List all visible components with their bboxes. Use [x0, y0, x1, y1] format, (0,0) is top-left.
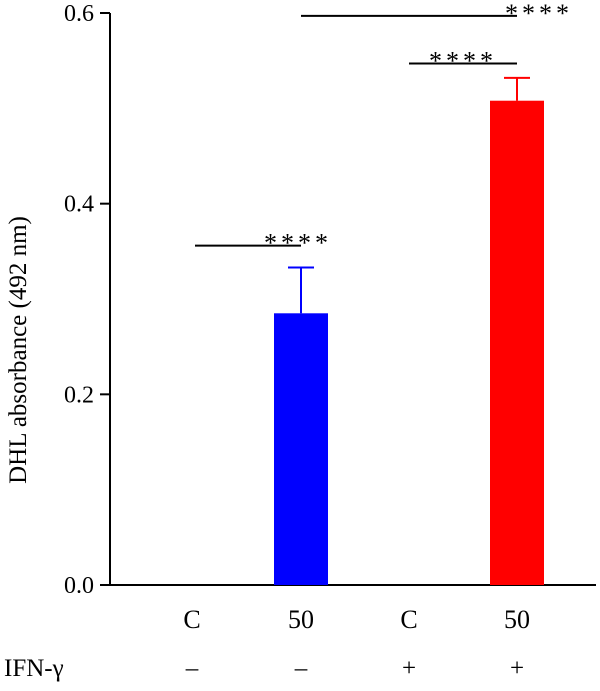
y-ticks: 0.0 0.2 0.4 0.6	[64, 1, 110, 599]
y-tick-label: 0.2	[64, 382, 94, 408]
bar	[490, 100, 544, 585]
y-axis-label: DHL absorbance (492 nm)	[5, 216, 32, 484]
x-tick-labels: C 50 C 50	[183, 605, 530, 634]
y-tick-label: 0.0	[64, 573, 94, 599]
ifn-gamma-label: IFN-γ	[4, 655, 64, 682]
y-tick-label: 0.4	[64, 192, 94, 218]
ifn-gamma-value: –	[185, 655, 199, 682]
x-tick-label: C	[183, 605, 200, 634]
ifn-gamma-row: IFN-γ – – + +	[4, 655, 524, 682]
ifn-gamma-value: +	[402, 655, 416, 682]
ifn-gamma-value: –	[294, 655, 308, 682]
bar	[274, 313, 328, 585]
x-tick-label: 50	[504, 605, 530, 634]
significance-brackets: **** **** ****	[195, 0, 573, 258]
bars	[274, 100, 544, 585]
significance-stars: ****	[505, 0, 573, 28]
x-tick-label: 50	[288, 605, 314, 634]
significance-stars: ****	[264, 229, 332, 258]
significance-stars: ****	[429, 47, 497, 76]
x-tick-label: C	[400, 605, 417, 634]
error-bars	[288, 76, 530, 314]
y-tick-label: 0.6	[64, 1, 94, 27]
ifn-gamma-value: +	[510, 655, 524, 682]
